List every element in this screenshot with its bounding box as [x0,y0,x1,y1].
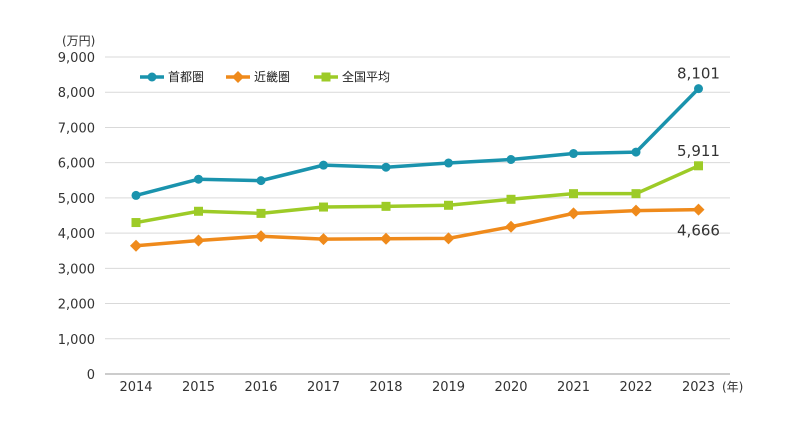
x-tick-label: 2014 [119,380,152,395]
data-point [317,233,330,246]
data-point [130,239,142,252]
y-tick-label: 0 [87,368,95,383]
data-label: 8,101 [677,65,720,83]
series-group [130,84,705,252]
y-tick-label: 2,000 [58,298,95,313]
series-square [131,161,703,228]
data-point [232,71,244,83]
data-point [569,189,578,199]
data-point [442,232,455,245]
y-tick-label: 4,000 [58,227,95,242]
data-point [194,206,203,216]
data-point [256,176,266,186]
data-point [694,161,703,171]
data-point [131,190,141,200]
data-point [569,149,578,159]
gridlines [105,56,730,375]
series-line [134,207,701,248]
y-axis-ticks: 0 1,000 2,000 3,000 4,000 5,000 6,000 7,000 8,00… [58,51,95,383]
x-tick-label: 2019 [432,380,465,395]
data-point [256,208,266,218]
x-tick-label: 2020 [494,380,527,395]
data-point [321,72,331,82]
data-point [255,230,267,243]
data-label: 5,911 [677,142,720,160]
series-line [134,86,701,198]
data-point [444,200,453,210]
x-axis-ticks: 2014 2015 2016 2017 2018 2019 2020 2021 2022 2023 [119,380,715,395]
data-label: 4,666 [677,222,720,240]
data-point [567,207,580,220]
legend-label: 全国平均 [342,69,390,84]
legend: 首都圏 近畿圏 全国平均 [140,69,390,84]
y-tick-label: 8,000 [58,86,95,101]
y-tick-label: 9,000 [58,51,95,66]
data-point [131,218,141,228]
x-unit-label: (年) [722,380,743,394]
data-point [147,72,157,82]
x-tick-label: 2022 [619,380,652,395]
data-point [506,194,516,204]
series-line [134,164,701,225]
data-point [631,147,641,157]
y-tick-label: 5,000 [58,192,95,207]
legend-label: 首都圏 [168,70,204,84]
x-tick-label: 2018 [369,380,402,395]
data-point [505,220,517,233]
data-point [631,189,641,199]
data-point [319,160,328,170]
y-tick-label: 7,000 [58,121,95,136]
x-tick-label: 2023 [682,380,715,395]
data-point [381,201,391,211]
data-point [192,234,205,247]
data-point [506,154,516,164]
data-labels: 8,101 5,911 4,666 [677,65,720,240]
data-point [630,204,642,217]
x-tick-label: 2016 [244,380,277,395]
data-point [381,162,391,172]
x-tick-label: 2021 [557,380,590,395]
data-point [380,232,392,245]
data-point [694,84,703,94]
data-point [319,202,328,212]
y-tick-label: 6,000 [58,157,95,172]
x-tick-label: 2015 [182,380,215,395]
y-tick-label: 3,000 [58,262,95,277]
series-diamond [130,203,705,252]
data-point [194,174,203,184]
series-circle [131,84,703,200]
data-point [444,158,453,168]
x-tick-label: 2017 [307,380,340,395]
y-unit-label: (万円) [62,34,95,48]
y-tick-label: 1,000 [58,333,95,348]
data-point [692,203,705,216]
legend-label: 近畿圏 [254,70,290,84]
